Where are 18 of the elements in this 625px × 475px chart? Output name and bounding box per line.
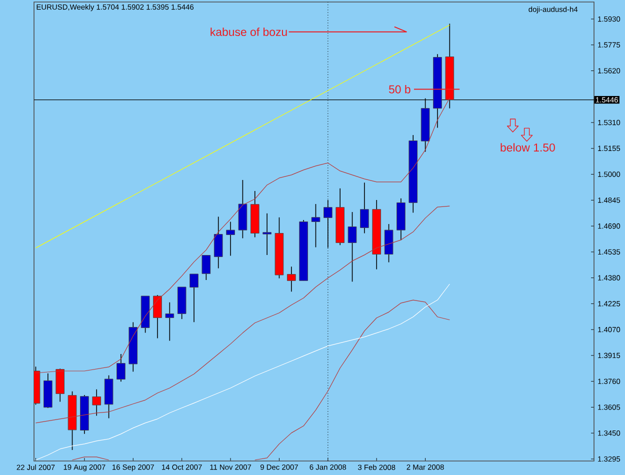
- line-series: [35, 206, 450, 424]
- candlestick: [348, 212, 357, 282]
- candlestick: [262, 212, 272, 256]
- candlestick: [190, 274, 198, 322]
- candlestick: [226, 221, 235, 256]
- candlestick: [286, 266, 296, 292]
- candlestick: [116, 354, 126, 382]
- candlestick: [165, 302, 174, 342]
- candlestick: [92, 388, 102, 416]
- annotation: below 1.50: [500, 143, 555, 152]
- annotation: 50 b: [388, 84, 410, 94]
- candlestick: [202, 254, 211, 280]
- candlestick: [311, 204, 320, 248]
- candlestick: [360, 182, 369, 234]
- candlestick: [214, 216, 223, 269]
- candlestick: [153, 294, 162, 339]
- line-series: [35, 284, 450, 460]
- annotation: kabuse of bozu: [210, 28, 287, 36]
